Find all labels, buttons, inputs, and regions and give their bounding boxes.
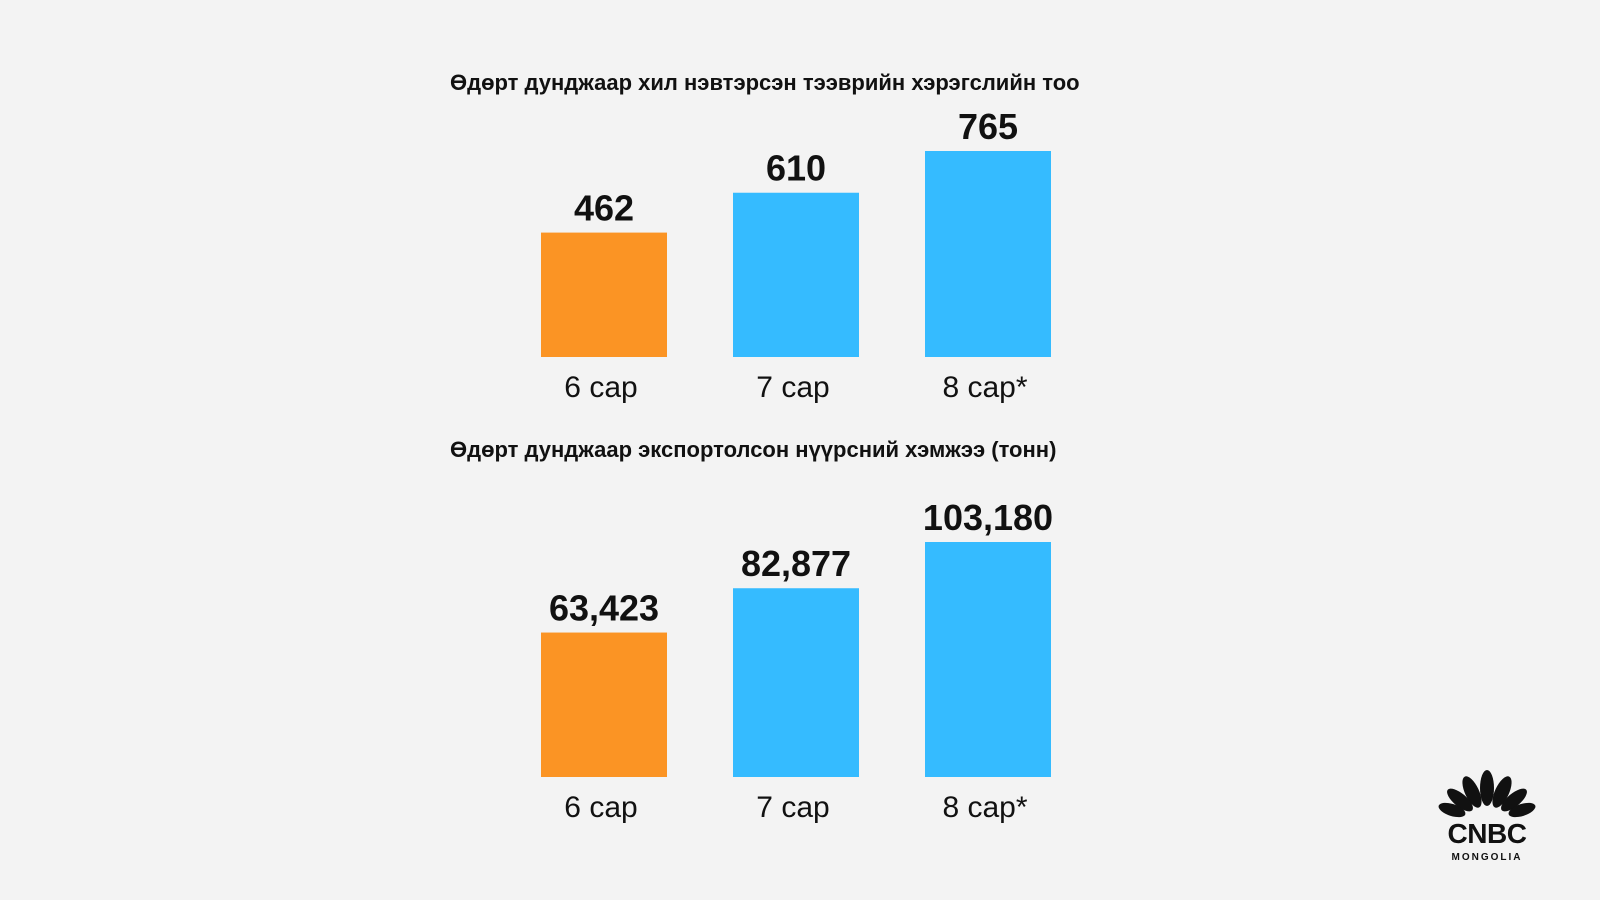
data-label: 63,423 bbox=[549, 588, 659, 629]
data-label: 610 bbox=[766, 148, 826, 189]
brand-logo-text: CNBC bbox=[1447, 818, 1527, 849]
category-label: 6 сар bbox=[564, 371, 637, 404]
chart-title: Өдөрт дунджаар экспортолсон нүүрсний хэм… bbox=[450, 437, 1056, 462]
bar-3 bbox=[925, 151, 1051, 357]
category-label: 8 сар* bbox=[942, 371, 1027, 404]
data-label: 765 bbox=[958, 106, 1018, 147]
bar-1 bbox=[541, 232, 667, 357]
data-label: 82,877 bbox=[741, 543, 851, 584]
category-label: 7 сар bbox=[756, 371, 829, 404]
chart-vehicles: Өдөрт дунджаар хил нэвтэрсэн тээврийн хэ… bbox=[450, 70, 1080, 404]
brand-logo-subtext: MONGOLIA bbox=[1451, 852, 1523, 863]
category-label: 8 сар* bbox=[942, 791, 1027, 824]
category-label: 6 сар bbox=[564, 791, 637, 824]
category-label: 7 сар bbox=[756, 791, 829, 824]
chart-coal-export: Өдөрт дунджаар экспортолсон нүүрсний хэм… bbox=[450, 437, 1056, 824]
data-label: 103,180 bbox=[923, 497, 1053, 538]
bar-1 bbox=[541, 632, 667, 777]
chart-title: Өдөрт дунджаар хил нэвтэрсэн тээврийн хэ… bbox=[450, 70, 1080, 95]
nbc-peacock-icon bbox=[1438, 770, 1536, 818]
bar-3 bbox=[925, 542, 1051, 777]
bar-2 bbox=[733, 192, 859, 357]
bar-2 bbox=[733, 588, 859, 777]
data-label: 462 bbox=[574, 188, 634, 229]
